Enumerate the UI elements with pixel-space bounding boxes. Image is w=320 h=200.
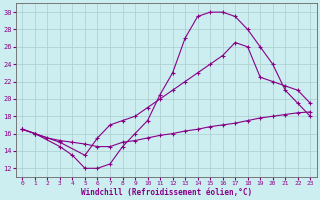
X-axis label: Windchill (Refroidissement éolien,°C): Windchill (Refroidissement éolien,°C) bbox=[81, 188, 252, 197]
